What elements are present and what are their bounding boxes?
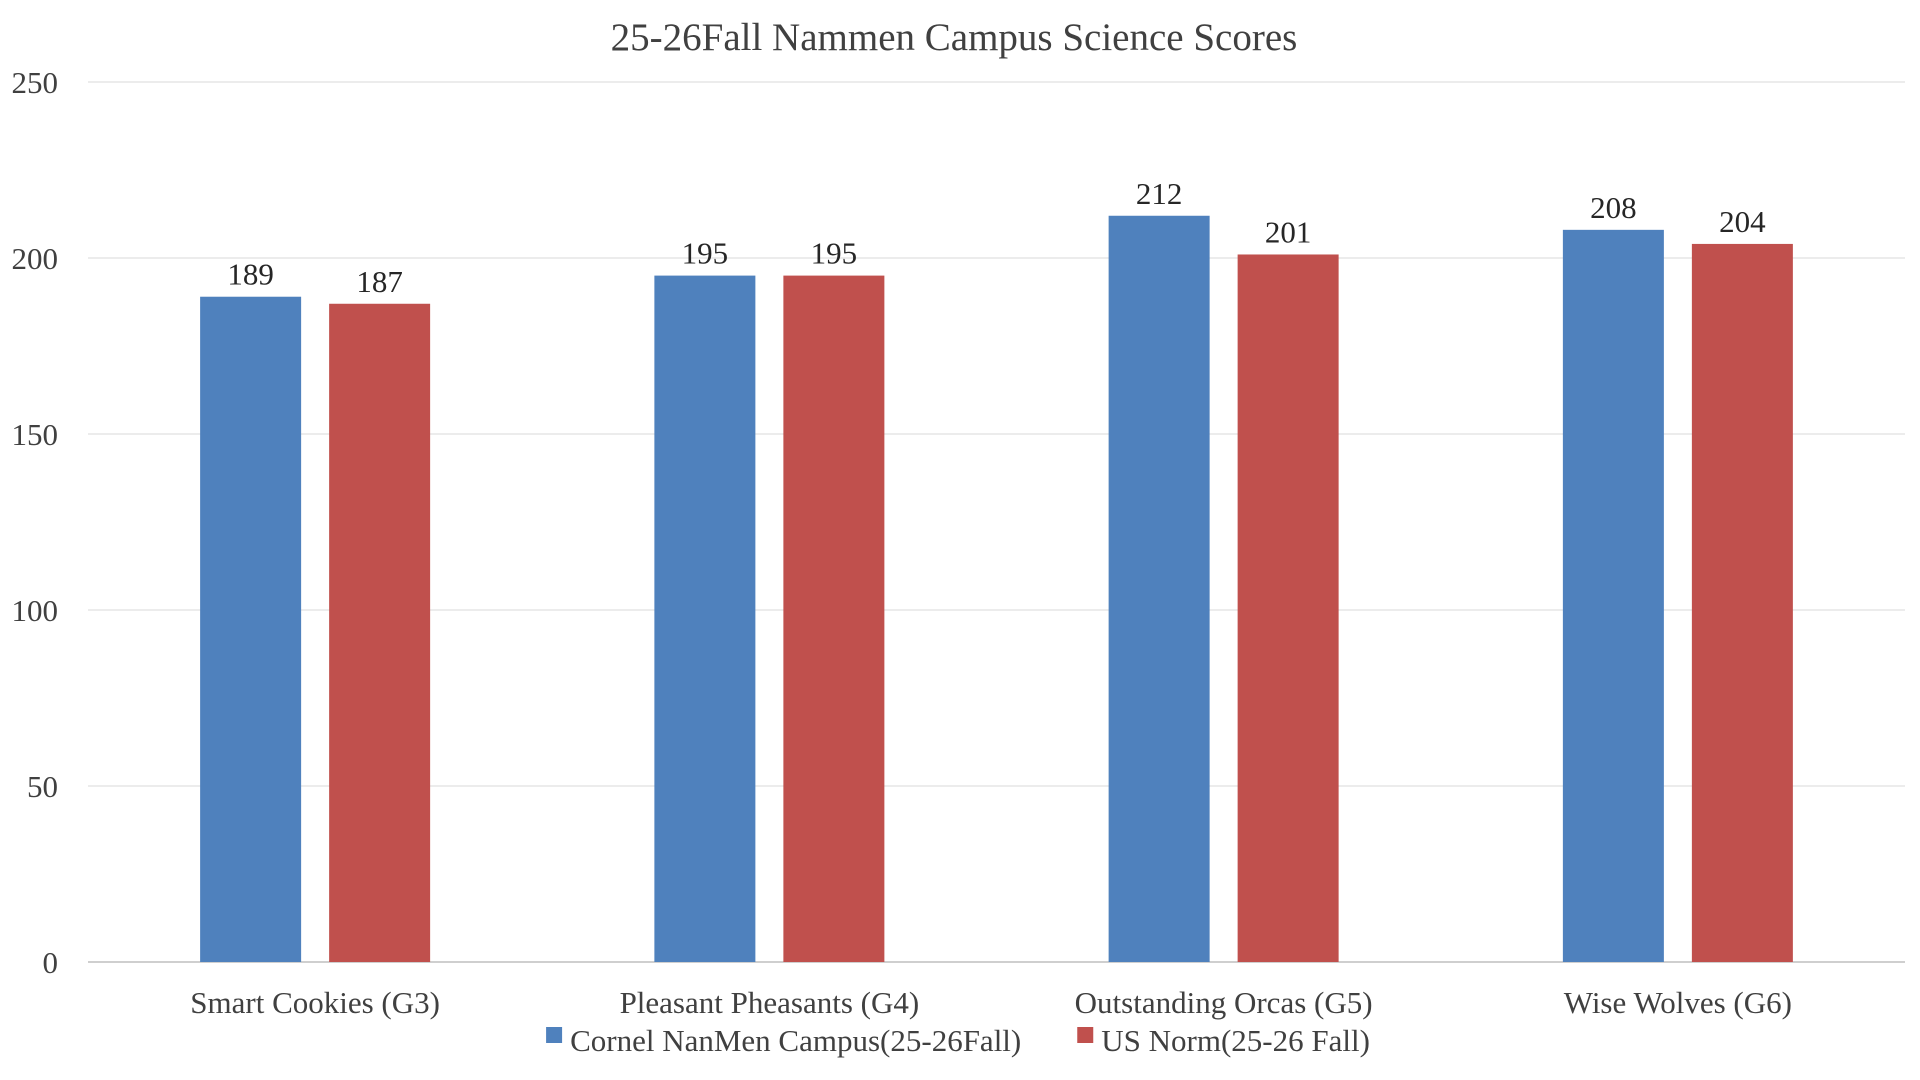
y-tick-label: 200 <box>12 241 59 276</box>
bar <box>783 275 885 963</box>
legend-swatch <box>546 1027 563 1043</box>
bar <box>329 303 431 962</box>
bar <box>1237 254 1339 963</box>
legend: Cornel NanMen Campus(25-26Fall) US Norm(2… <box>546 1023 1370 1058</box>
category-label: Smart Cookies (G3) <box>190 985 440 1020</box>
category-label: Wise Wolves (G6) <box>1564 985 1792 1020</box>
y-tick-label: 0 <box>43 945 59 980</box>
data-label: 187 <box>356 264 403 299</box>
chart-title: 25-26Fall Nammen Campus Science Scores <box>611 16 1298 59</box>
data-label: 195 <box>811 236 858 271</box>
data-label: 201 <box>1265 214 1312 249</box>
legend-label: US Norm(25-26 Fall) <box>1101 1023 1370 1058</box>
data-label: 195 <box>682 236 729 271</box>
data-label: 212 <box>1136 176 1183 211</box>
data-labels: 189 187 195 195 212 201 208 204 <box>227 176 1766 299</box>
x-axis-categories: Smart Cookies (G3) Pleasant Pheasants (G4… <box>190 985 1792 1020</box>
bar <box>1108 215 1210 962</box>
y-tick-label: 50 <box>27 769 58 804</box>
bar <box>200 296 302 963</box>
data-label: 208 <box>1590 190 1637 225</box>
y-tick-label: 100 <box>12 593 59 628</box>
legend-swatch <box>1077 1027 1094 1043</box>
legend-label: Cornel NanMen Campus(25-26Fall) <box>570 1023 1021 1058</box>
category-label: Outstanding Orcas (G5) <box>1075 985 1373 1020</box>
y-tick-label: 250 <box>12 65 59 100</box>
data-label: 189 <box>227 257 274 292</box>
bars <box>200 215 1793 963</box>
y-axis-ticks: 0 50 100 150 200 250 <box>12 65 59 980</box>
y-tick-label: 150 <box>12 417 59 452</box>
category-label: Pleasant Pheasants (G4) <box>620 985 920 1020</box>
bar <box>1691 243 1793 963</box>
bar <box>654 275 756 963</box>
data-label: 204 <box>1719 204 1766 239</box>
bar <box>1562 229 1664 963</box>
